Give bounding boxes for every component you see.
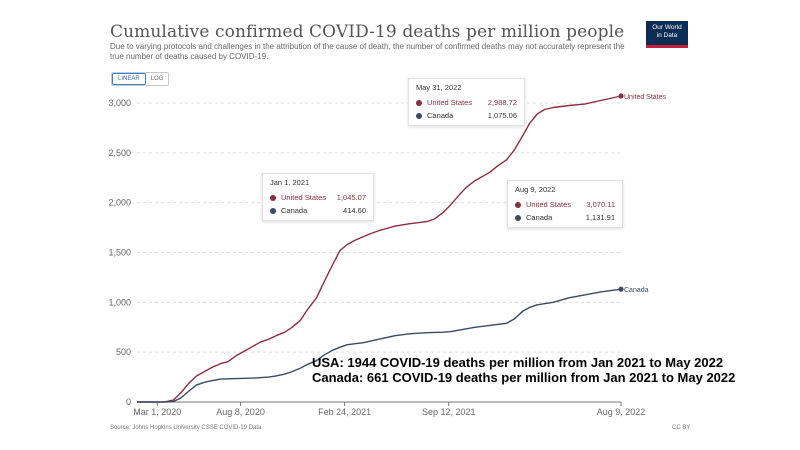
y-tick-label: 0 xyxy=(126,397,131,407)
chart-title: Cumulative confirmed COVID-19 deaths per… xyxy=(110,22,625,42)
canada-legend-dot xyxy=(515,214,521,221)
tooltip-series-value: 1,131.91 xyxy=(585,213,615,222)
x-tick-label: Aug 9, 2022 xyxy=(597,407,646,417)
scale-linear-button[interactable]: LINEAR xyxy=(112,73,146,85)
us-legend-dot xyxy=(416,99,422,106)
source-note: Source: Johns Hopkins University CSSE CO… xyxy=(110,425,262,431)
x-tick-label: Mar 1, 2020 xyxy=(133,407,181,417)
tooltip-series-name: United States xyxy=(427,98,473,107)
tooltip-row-ca: Canada 1,075.06 xyxy=(416,109,517,122)
y-tick-label: 1,000 xyxy=(108,297,131,307)
canada-legend-dot xyxy=(270,207,276,214)
series-line-united-states xyxy=(136,95,622,403)
tooltip-row-ca: Canada 414.60 xyxy=(270,204,366,217)
x-tick-label: Feb 24, 2021 xyxy=(318,407,371,417)
series-end-point-united-states xyxy=(618,93,624,99)
series-line-canada xyxy=(137,288,622,403)
logo-line-1: Our World xyxy=(652,24,682,31)
tooltip-may-2022: May 31, 2022 United States 2,988.72 Cana… xyxy=(408,78,525,126)
tooltip-row-ca: Canada 1,131.91 xyxy=(515,211,615,224)
series-end-label-canada: Canada xyxy=(624,287,649,294)
tooltip-series-name: United States xyxy=(526,200,572,209)
chart-subtitle: Due to varying protocols and challenges … xyxy=(110,42,625,61)
tooltip-row-us: United States 3,070.11 xyxy=(515,198,615,211)
tooltip-aug-2022: Aug 9, 2022 United States 3,070.11 Canad… xyxy=(507,180,623,228)
x-tick-label: Aug 8, 2020 xyxy=(216,407,265,417)
scale-toggle: LINEAR LOG xyxy=(111,72,170,86)
y-tick-label: 1,500 xyxy=(108,248,131,258)
scale-log-button[interactable]: LOG xyxy=(150,76,164,82)
tooltip-series-name: Canada xyxy=(427,111,454,120)
tooltip-series-value: 2,988.72 xyxy=(487,98,517,107)
tooltip-date: May 31, 2022 xyxy=(416,83,462,92)
series-end-label-united-states: United States xyxy=(624,94,667,101)
y-tick-label: 3,000 xyxy=(108,98,131,108)
tooltip-jan-2021: Jan 1, 2021 United States 1,045.07 Canad… xyxy=(262,173,374,221)
canada-legend-dot xyxy=(416,112,422,119)
tooltip-series-value: 3,070.11 xyxy=(586,200,615,209)
us-legend-dot xyxy=(270,194,276,201)
y-tick-label: 500 xyxy=(116,347,131,357)
license-label[interactable]: CC BY xyxy=(672,425,691,431)
tooltip-series-name: Canada xyxy=(281,206,308,215)
tooltip-series-value: 1,075.06 xyxy=(487,111,517,120)
y-tick-label: 2,000 xyxy=(108,198,131,208)
series-end-point-canada xyxy=(618,286,624,292)
tooltip-series-name: United States xyxy=(281,193,327,202)
annotation-text: USA: 1944 COVID-19 deaths per million fr… xyxy=(312,355,735,385)
tooltip-row-us: United States 2,988.72 xyxy=(416,96,517,109)
annotation-line-canada: Canada: 661 COVID-19 deaths per million … xyxy=(312,370,736,385)
y-tick-label: 2,500 xyxy=(108,148,131,158)
owid-logo[interactable]: Our World in Data xyxy=(646,21,688,48)
tooltip-row-us: United States 1,045.07 xyxy=(270,191,366,204)
tooltip-series-value: 1,045.07 xyxy=(336,193,366,202)
tooltip-series-name: Canada xyxy=(526,213,553,222)
us-legend-dot xyxy=(515,201,521,208)
x-tick-label: Sep 12, 2021 xyxy=(422,407,476,417)
logo-line-2: in Data xyxy=(656,32,678,39)
tooltip-date: Aug 9, 2022 xyxy=(515,185,556,194)
tooltip-date: Jan 1, 2021 xyxy=(270,178,310,187)
tooltip-series-value: 414.60 xyxy=(343,206,366,215)
annotation-line-usa: USA: 1944 COVID-19 deaths per million fr… xyxy=(312,355,724,370)
